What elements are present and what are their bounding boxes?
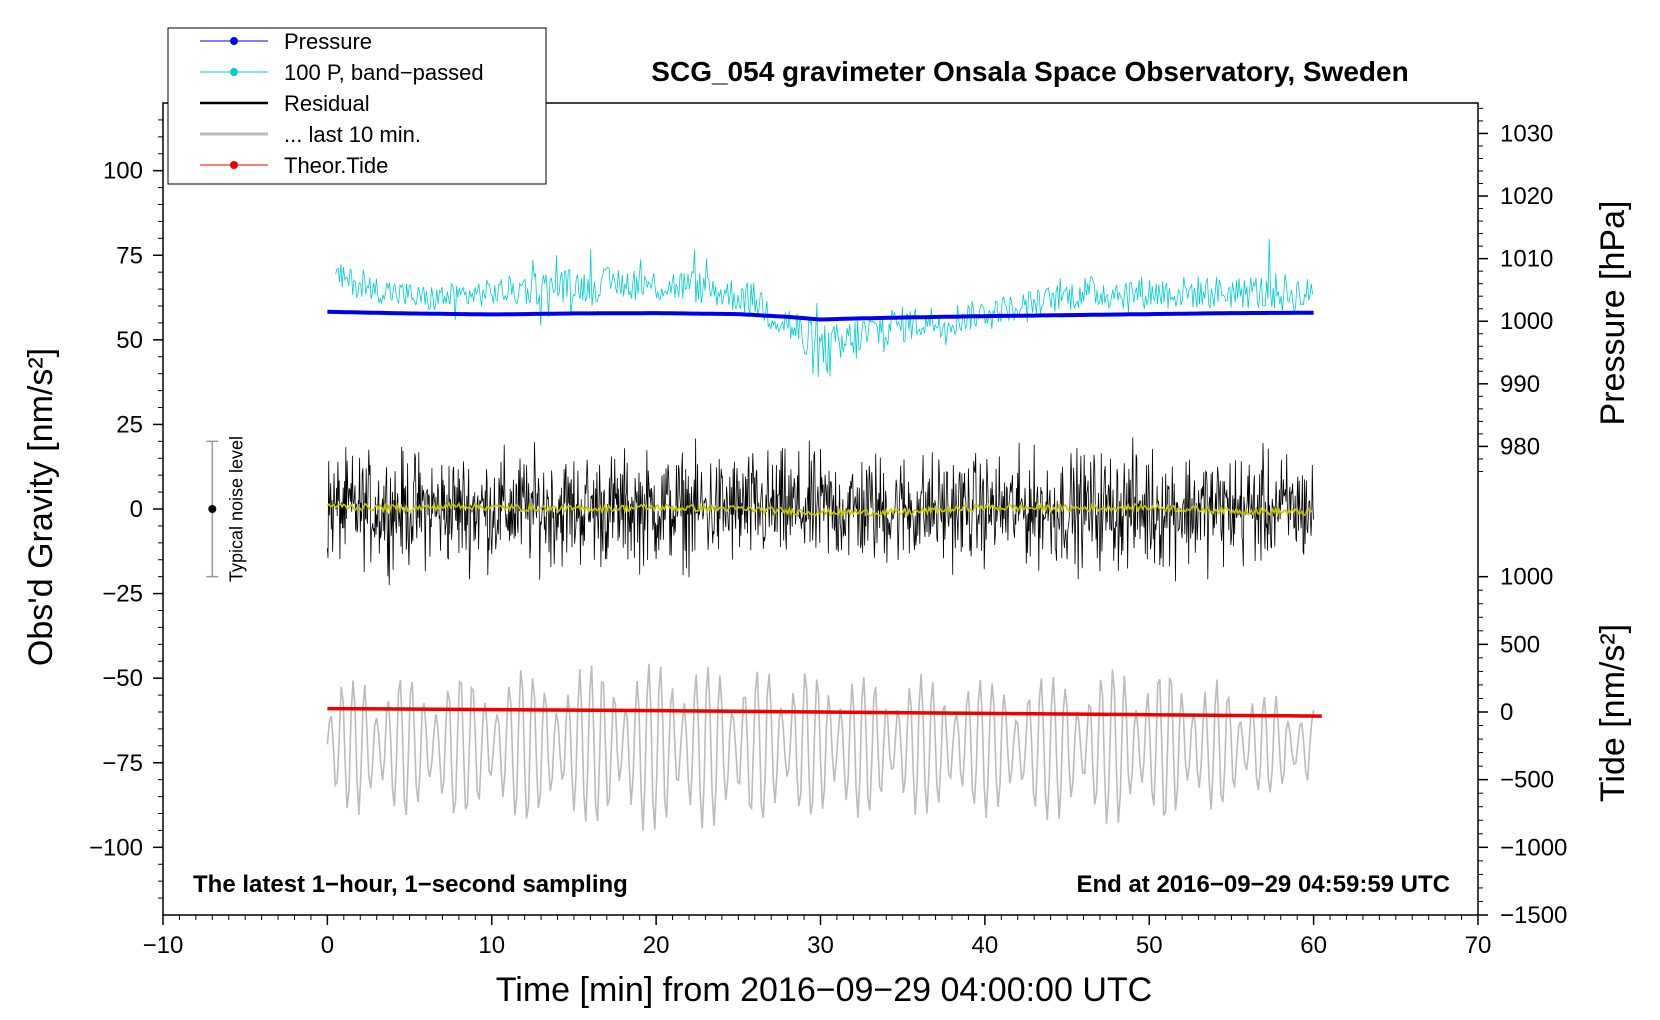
tide-tick-label: 500 bbox=[1500, 631, 1540, 658]
x-axis: −10 0 10 20 30 40 50 60 70 bbox=[143, 915, 1492, 959]
x-tick-label: 20 bbox=[643, 932, 670, 959]
y-axis-tide: 1000 500 0 −500 −1000 −1500 bbox=[1478, 564, 1567, 929]
x-tick-label: −10 bbox=[143, 932, 184, 959]
annotation-end-time: End at 2016−09−29 04:59:59 UTC bbox=[1076, 871, 1450, 898]
y-axis-left: 100 75 50 25 0 −25 −50 −75 −100 bbox=[89, 119, 163, 899]
legend-swatch-marker bbox=[230, 161, 238, 169]
series-pressure bbox=[327, 309, 1314, 322]
tide-tick-label: −500 bbox=[1500, 767, 1554, 794]
tide-tick-label: −1000 bbox=[1500, 834, 1567, 861]
x-tick-label: 0 bbox=[321, 932, 334, 959]
y-tick-label: −50 bbox=[102, 665, 143, 692]
pressure-tick-label: 1010 bbox=[1500, 246, 1553, 273]
legend-swatch-marker bbox=[230, 37, 238, 45]
pressure-tick-label: 1030 bbox=[1500, 120, 1553, 147]
x-tick-label: 70 bbox=[1465, 932, 1492, 959]
y-axis-title: Obs'd Gravity [nm/s²] bbox=[22, 348, 60, 666]
noise-bar-dot bbox=[208, 505, 217, 513]
x-tick-label: 30 bbox=[807, 932, 834, 959]
x-tick-label: 10 bbox=[478, 932, 505, 959]
tide-axis-title: Tide [nm/s²] bbox=[1594, 624, 1632, 802]
noise-level-label: Typical noise level bbox=[226, 436, 246, 582]
y-tick-label: 100 bbox=[103, 158, 143, 185]
legend: Pressure 100 P, band−passed Residual ... la… bbox=[167, 27, 547, 185]
series-theoretical-tide bbox=[327, 706, 1322, 718]
series-residual bbox=[327, 437, 1314, 586]
noise-level-indicator: Typical noise level bbox=[206, 436, 246, 582]
pressure-tick-label: 980 bbox=[1500, 433, 1540, 460]
series-last-10-min bbox=[326, 663, 1315, 831]
legend-label: 100 P, band−passed bbox=[284, 60, 484, 85]
y-tick-label: −75 bbox=[102, 750, 143, 777]
pressure-axis-title: Pressure [hPa] bbox=[1594, 201, 1632, 426]
y-tick-label: 75 bbox=[116, 242, 143, 269]
pressure-tick-label: 990 bbox=[1500, 371, 1540, 398]
y-tick-label: −100 bbox=[89, 834, 143, 861]
tide-tick-label: 1000 bbox=[1500, 564, 1553, 591]
y-tick-label: 25 bbox=[116, 411, 143, 438]
x-tick-label: 50 bbox=[1136, 932, 1163, 959]
legend-box bbox=[167, 27, 547, 185]
legend-label: Theor.Tide bbox=[284, 153, 388, 178]
pressure-tick-label: 1020 bbox=[1500, 183, 1553, 210]
y-tick-label: −25 bbox=[102, 581, 143, 608]
chart-title: SCG_054 gravimeter Onsala Space Observat… bbox=[651, 56, 1408, 87]
series-layer bbox=[326, 238, 1322, 831]
annotation-sampling: The latest 1−hour, 1−second sampling bbox=[193, 871, 628, 898]
legend-label: Pressure bbox=[284, 29, 372, 54]
y-axis-pressure: 1030 1020 1010 1000 990 980 bbox=[1478, 107, 1553, 472]
x-tick-label: 60 bbox=[1300, 932, 1327, 959]
x-axis-title: Time [min] from 2016−09−29 04:00:00 UTC bbox=[496, 971, 1152, 1009]
y-tick-label: 50 bbox=[116, 327, 143, 354]
series-residual-smoothed bbox=[326, 501, 1313, 518]
legend-label: ... last 10 min. bbox=[284, 122, 421, 147]
y-tick-label: 0 bbox=[130, 496, 143, 523]
series-band-passed-pressure bbox=[335, 238, 1313, 378]
tide-tick-label: 0 bbox=[1500, 699, 1513, 726]
x-tick-label: 40 bbox=[972, 932, 999, 959]
pressure-tick-label: 1000 bbox=[1500, 308, 1553, 335]
legend-swatch-marker bbox=[230, 68, 238, 76]
legend-label: Residual bbox=[284, 91, 370, 116]
tide-tick-label: −1500 bbox=[1500, 902, 1567, 929]
